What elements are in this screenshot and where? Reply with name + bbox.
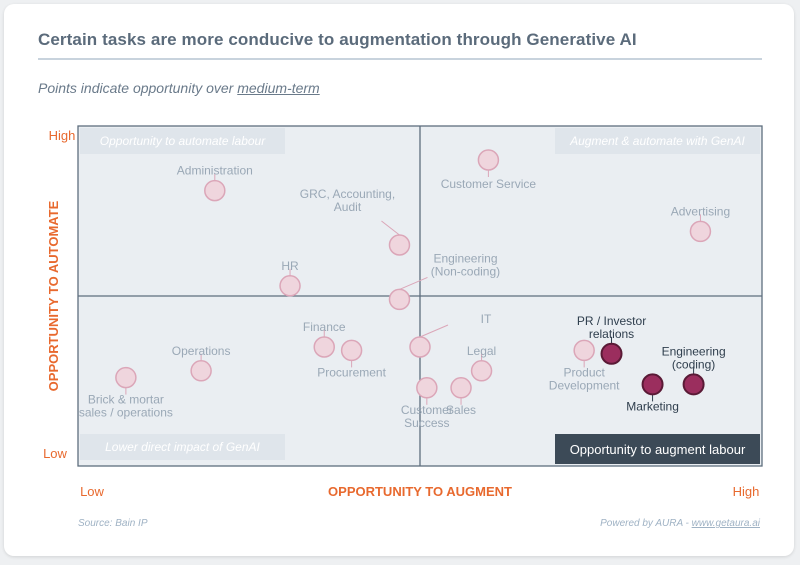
data-point[interactable] xyxy=(682,373,705,396)
data-point[interactable] xyxy=(388,234,411,256)
point-label: Legal xyxy=(467,344,496,358)
quadrant-label-box xyxy=(80,128,285,154)
subtitle-emphasis: medium-term xyxy=(237,80,320,96)
data-point[interactable] xyxy=(477,149,500,171)
point-label: Marketing xyxy=(626,399,679,413)
data-point[interactable] xyxy=(190,360,212,382)
leader-line xyxy=(399,276,428,290)
x-tick-label: High xyxy=(733,484,760,499)
point-label: Procurement xyxy=(317,365,386,379)
point-label: Audit xyxy=(334,200,362,214)
point-label: Customer xyxy=(401,403,453,417)
point-label: Advertising xyxy=(671,204,730,218)
point-label: (Non-coding) xyxy=(431,264,500,278)
quadrant-label-box xyxy=(555,434,760,464)
quadrant-label-box xyxy=(555,128,760,154)
data-point[interactable] xyxy=(409,336,431,358)
data-point[interactable] xyxy=(470,360,493,382)
data-point[interactable] xyxy=(388,288,411,311)
chart-subtitle: Points indicate opportunity over medium-… xyxy=(38,80,320,96)
point-label: PR / Investor xyxy=(577,314,646,328)
point-label: Development xyxy=(549,378,620,392)
data-point[interactable] xyxy=(573,339,595,362)
chart-title: Certain tasks are more conducive to augm… xyxy=(38,30,637,49)
data-point[interactable] xyxy=(340,339,363,362)
powered-link[interactable]: www.getaura.ai xyxy=(691,518,760,529)
point-label: (coding) xyxy=(672,357,715,371)
subtitle-prefix: Points indicate opportunity over xyxy=(38,80,238,96)
quadrant-label: Opportunity to augment labour xyxy=(570,442,746,457)
point-label: Finance xyxy=(303,320,346,334)
data-point[interactable] xyxy=(450,377,472,399)
point-label: Product xyxy=(563,365,605,379)
y-tick-label: Low xyxy=(43,446,67,461)
point-label: Customer Service xyxy=(441,177,537,191)
point-label: sales / operations xyxy=(79,406,173,420)
point-label: Sales xyxy=(446,403,476,417)
data-point[interactable] xyxy=(600,342,623,365)
point-label: GRC, Accounting, xyxy=(300,187,395,201)
quadrant-label: Opportunity to automate labour xyxy=(100,134,266,148)
point-label: Administration xyxy=(177,164,253,178)
data-point[interactable] xyxy=(313,336,335,358)
plot-border xyxy=(77,125,763,467)
y-tick-label: High xyxy=(49,128,76,143)
point-label: Operations xyxy=(172,344,231,358)
point-label: IT xyxy=(481,312,492,326)
data-point[interactable] xyxy=(115,366,137,389)
point-label: relations xyxy=(589,327,634,341)
y-axis-title: OPPORTUNITY TO AUTOMATE xyxy=(46,200,61,391)
x-axis-title: OPPORTUNITY TO AUGMENT xyxy=(328,484,512,499)
title-divider xyxy=(38,58,762,60)
point-label: Success xyxy=(404,416,449,430)
data-point[interactable] xyxy=(279,275,301,297)
data-point[interactable] xyxy=(416,377,438,399)
quadrant-label: Lower direct impact of GenAI xyxy=(105,440,260,454)
point-label: Engineering xyxy=(662,344,726,358)
quadrant-label: Augment & automate with GenAI xyxy=(569,134,745,148)
source-note: Source: Bain IP xyxy=(78,518,148,529)
x-tick-label: Low xyxy=(80,484,104,499)
powered-by: Powered by AURA - www.getaura.ai xyxy=(600,518,760,529)
data-point[interactable] xyxy=(689,220,712,243)
point-label: Engineering xyxy=(433,251,497,265)
leader-line xyxy=(419,324,449,338)
data-point[interactable] xyxy=(641,373,664,396)
leader-line xyxy=(381,220,400,236)
data-point[interactable] xyxy=(204,179,226,202)
powered-prefix: Powered by AURA - xyxy=(600,518,692,529)
quadrant-label-box xyxy=(80,434,285,460)
point-label: Brick & mortar xyxy=(88,393,164,407)
point-label: HR xyxy=(281,259,299,273)
